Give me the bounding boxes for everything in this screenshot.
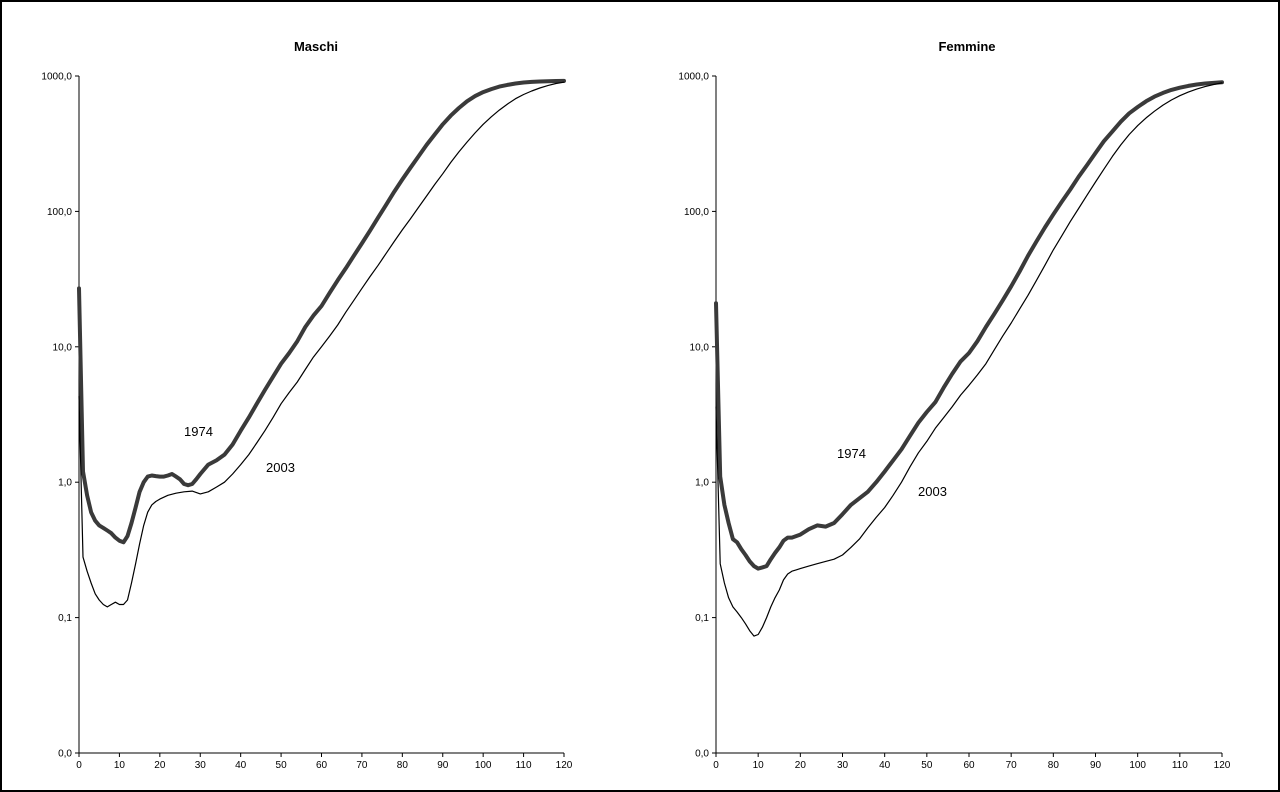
x-tick-label: 80 [1048,760,1060,771]
y-tick-label: 100,0 [47,207,72,218]
x-tick-label: 110 [1172,760,1188,771]
annotation-2003: 2003 [266,460,295,475]
y-tick-label: 0,0 [695,749,709,760]
y-tick-label: 10,0 [53,342,73,353]
chart-maschi: Maschi 0,0 0,1 1,0 10,0 100,0 1000,0 0 10 20 30 4… [41,39,572,771]
chart-title-femmine: Femmine [938,39,995,54]
y-tick-label: 1000,0 [41,72,72,83]
x-tick-label: 70 [1006,760,1018,771]
series-line-1974 [714,80,1224,571]
series-line-2003 [715,82,1223,637]
x-tick-label: 40 [879,760,891,771]
x-tick-label: 10 [753,760,765,771]
y-tick-label: 10,0 [690,342,710,353]
x-tick-label: 0 [76,760,82,771]
x-tick-label: 80 [397,760,409,771]
series-line-2003 [78,81,565,608]
x-tick-label: 20 [154,760,166,771]
x-tick-label: 90 [1090,760,1102,771]
annotation-1974: 1974 [837,446,866,461]
y-tick-label: 100,0 [684,207,709,218]
x-tick-label: 70 [356,760,368,771]
annotation-1974: 1974 [184,424,213,439]
x-tick-label: 120 [1214,760,1231,771]
annotation-2003: 2003 [918,484,947,499]
series-line-1974 [77,78,566,545]
x-tick-label: 30 [837,760,849,771]
x-tick-label: 100 [475,760,492,771]
x-tick-label: 50 [276,760,288,771]
x-tick-label: 40 [235,760,247,771]
x-tick-label: 20 [795,760,807,771]
x-tick-label: 30 [195,760,207,771]
y-tick-label: 1,0 [695,478,709,489]
y-tick-label: 1000,0 [678,72,709,83]
x-tick-label: 0 [713,760,719,771]
y-tick-label: 0,0 [58,749,72,760]
y-tick-label: 1,0 [58,478,72,489]
x-tick-label: 60 [963,760,975,771]
x-tick-label: 50 [921,760,933,771]
x-tick-label: 120 [556,760,573,771]
chart-femmine: Femmine 0,0 0,1 1,0 10,0 100,0 1000,0 0 10 20 30… [678,39,1230,771]
x-tick-label: 100 [1129,760,1146,771]
y-tick-label: 0,1 [58,613,72,624]
chart-title-maschi: Maschi [294,39,338,54]
y-tick-label: 0,1 [695,613,709,624]
x-tick-label: 10 [114,760,126,771]
x-tick-label: 110 [516,760,532,771]
x-tick-label: 90 [437,760,449,771]
x-tick-label: 60 [316,760,328,771]
